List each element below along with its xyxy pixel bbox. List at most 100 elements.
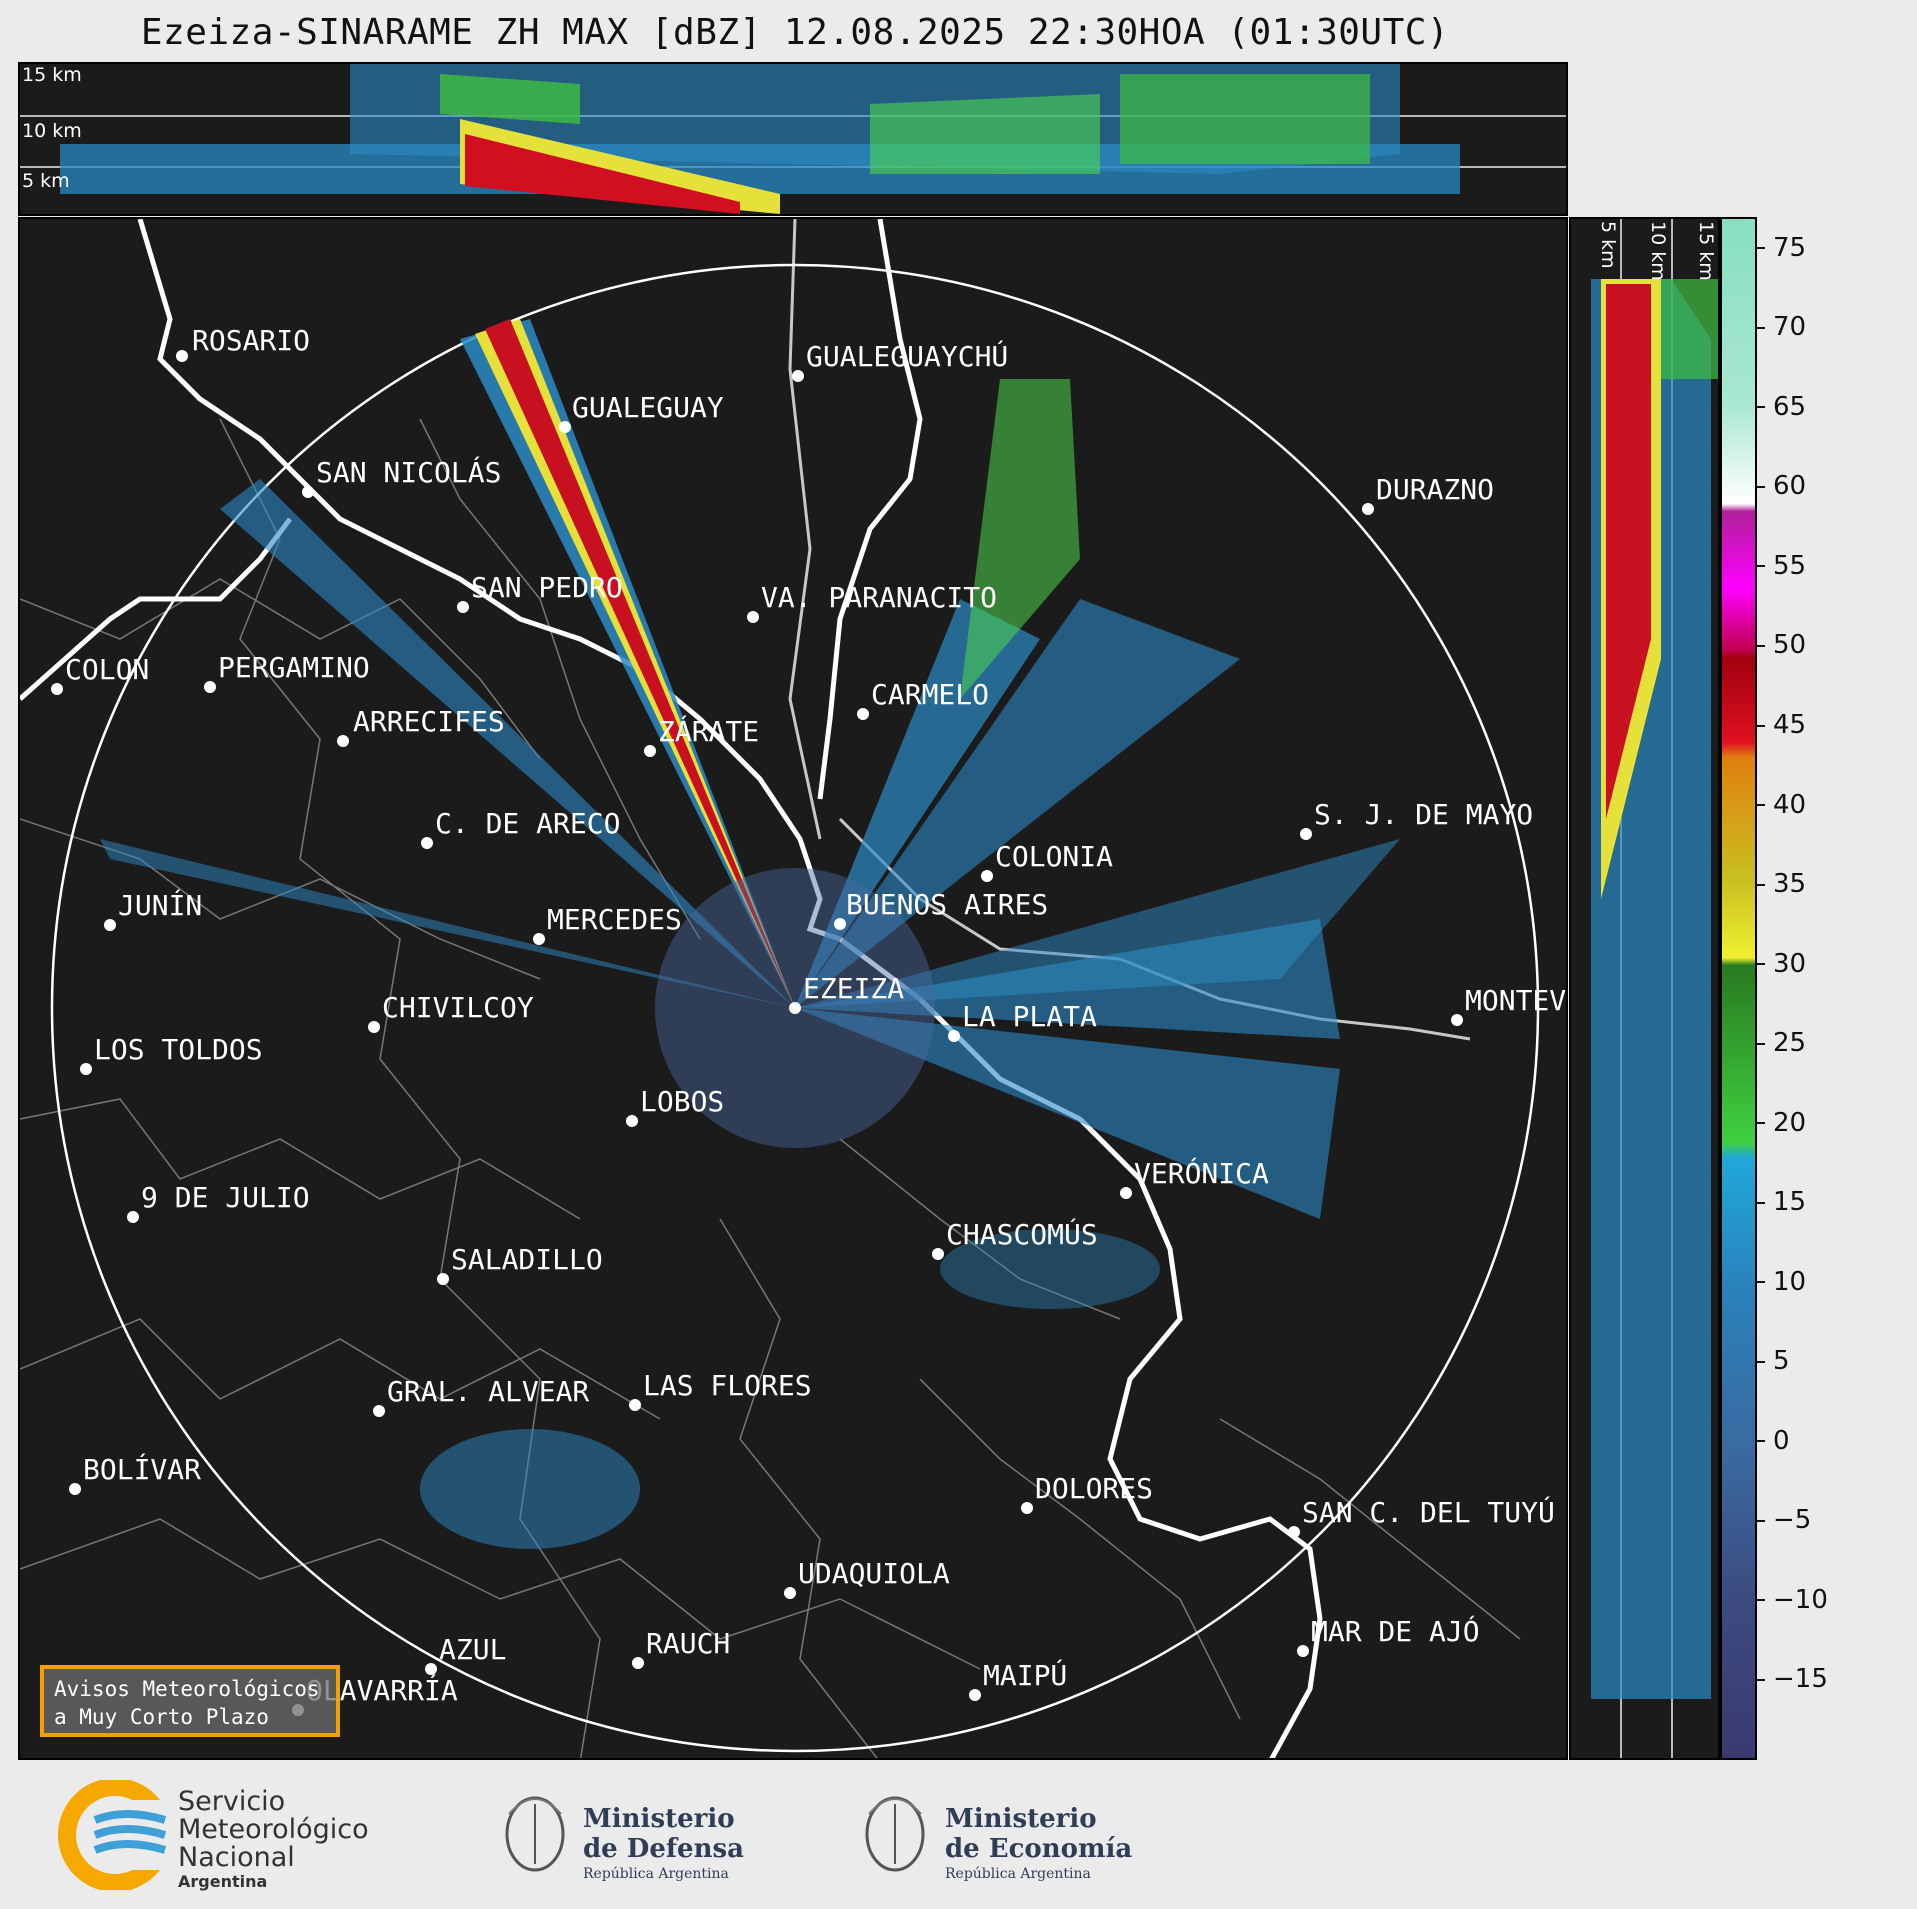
defensa-line-2: de Defensa: [583, 1834, 744, 1864]
city-label-colon: COLON: [65, 653, 149, 686]
colorbar-tick: 15: [1757, 1187, 1806, 1217]
radar-map-svg: ROSARIO GUALEGUAYCHÚ GUALEGUAY SAN NICOL…: [20, 219, 1568, 1758]
echo-green-c: [870, 94, 1100, 174]
colorbar-tick: 0: [1757, 1426, 1790, 1456]
city-label-arrecifes: ARRECIFES: [353, 705, 505, 738]
colorbar-tick: 10: [1757, 1267, 1806, 1297]
department-borders: [20, 418, 1521, 1758]
colorbar-tick: −10: [1757, 1585, 1828, 1615]
alt-label-10km: 10 km: [22, 120, 82, 142]
city-label-san-c-del-tuyu: SAN C. DEL TUYÚ: [1302, 1495, 1555, 1529]
city-label-gualeguaychu: GUALEGUAYCHÚ: [806, 339, 1008, 373]
colorbar-tick: 65: [1757, 392, 1806, 422]
smn-line-2: Meteorológico: [178, 1814, 369, 1845]
colorbar-tick: 50: [1757, 630, 1806, 660]
city-label-mar-de-ajo: MAR DE AJÓ: [1311, 1614, 1480, 1648]
city-label-ezeiza: EZEIZA: [803, 972, 904, 1005]
radar-echoes: [100, 319, 1400, 1549]
city-label-junin: JUNÍN: [118, 888, 202, 922]
city-label-dolores: DOLORES: [1035, 1472, 1153, 1505]
colorbar-tick: 75: [1757, 233, 1806, 263]
city-label-los-toldos: LOS TOLDOS: [94, 1033, 263, 1066]
city-label-durazno: DURAZNO: [1376, 473, 1494, 506]
colorbar-tick: 35: [1757, 869, 1806, 899]
city-label-veronica: VERÓNICA: [1134, 1156, 1269, 1190]
colorbar: [1720, 217, 1757, 1760]
city-label-c-de-areco: C. DE ARECO: [435, 807, 620, 840]
smn-logo-icon: [58, 1780, 175, 1890]
economia-line-2: de Economía: [945, 1834, 1133, 1864]
smn-line-1: Servicio: [178, 1786, 286, 1817]
city-label-rosario: ROSARIO: [192, 324, 310, 357]
colorbar-tick: 60: [1757, 471, 1806, 501]
colorbar-gradient: [1722, 219, 1755, 1758]
city-label-lobos: LOBOS: [640, 1085, 724, 1118]
city-label-las-flores: LAS FLORES: [643, 1369, 812, 1402]
city-label-la-plata: LA PLATA: [962, 1000, 1097, 1033]
smn-line-4: Argentina: [178, 1872, 268, 1891]
alt-label-10km-vertical: 10 km: [1647, 221, 1669, 281]
city-label-rauch: RAUCH: [646, 1627, 730, 1660]
city-markers: [51, 350, 1463, 1716]
echo-green-a: [440, 74, 580, 124]
city-label-colonia: COLONIA: [995, 840, 1113, 873]
economia-line-3: República Argentina: [945, 1866, 1091, 1882]
city-label-saladillo: SALADILLO: [451, 1243, 603, 1276]
avisos-line-1: Avisos Meteorológicos: [54, 1677, 320, 1701]
alt-label-15km: 15 km: [22, 64, 82, 86]
city-label-va-paranacito: VA. PARANACITO: [761, 581, 997, 614]
colorbar-tick: −15: [1757, 1664, 1828, 1694]
city-label-san-nicolas: SAN NICOLÁS: [316, 455, 501, 489]
chart-title: Ezeiza-SINARAME ZH MAX [dBZ] 12.08.2025 …: [140, 12, 1450, 53]
city-label-9-de-julio: 9 DE JULIO: [141, 1181, 310, 1214]
echo-green-b: [1120, 74, 1370, 164]
city-label-gualeguay: GUALEGUAY: [572, 391, 724, 424]
footer: Servicio Meteorológico Nacional Argentin…: [0, 1762, 1917, 1909]
city-label-bolivar: BOLÍVAR: [83, 1452, 201, 1486]
colorbar-tick: 20: [1757, 1108, 1806, 1138]
top-cross-section-plot: [20, 64, 1566, 214]
colorbar-tick: 30: [1757, 949, 1806, 979]
colorbar-tick: 45: [1757, 710, 1806, 740]
city-label-montevideo: MONTEVIDEO: [1465, 984, 1568, 1017]
top-cross-section: 15 km 10 km 5 km: [18, 62, 1568, 216]
defensa-line-3: República Argentina: [583, 1866, 729, 1882]
city-labels: ROSARIO GUALEGUAYCHÚ GUALEGUAY SAN NICOL…: [65, 324, 1568, 1707]
city-label-pergamino: PERGAMINO: [218, 651, 370, 684]
echo-red: [465, 134, 740, 214]
city-label-buenos-aires: BUENOS AIRES: [846, 888, 1048, 921]
colorbar-tick: 55: [1757, 551, 1806, 581]
colorbar-ticks: 75 70 65 60 55 50 45 40 35 30 25 20 15 10 5 0 −5 −10 −15: [1757, 217, 1907, 1760]
echo-green-vertical: [1661, 279, 1718, 379]
right-cross-section: 5 km 10 km 15 km: [1569, 217, 1720, 1760]
city-label-carmelo: CARMELO: [871, 678, 989, 711]
defensa-line-1: Ministerio: [583, 1804, 735, 1834]
avisos-line-2: a Muy Corto Plazo: [54, 1705, 269, 1729]
city-label-azul: AZUL: [439, 1633, 506, 1666]
escudo-economia-icon: [865, 1796, 925, 1872]
colorbar-tick: 25: [1757, 1028, 1806, 1058]
city-label-chivilcoy: CHIVILCOY: [382, 991, 534, 1024]
smn-line-3: Nacional: [178, 1842, 295, 1873]
right-cross-section-plot: [1591, 219, 1718, 1758]
city-label-chascomus: CHASCOMÚS: [946, 1217, 1098, 1251]
city-label-udaquiola: UDAQUIOLA: [798, 1557, 950, 1590]
colorbar-tick: 5: [1757, 1346, 1790, 1376]
colorbar-tick: −5: [1757, 1505, 1811, 1535]
alt-label-15km-vertical: 15 km: [1695, 221, 1717, 281]
avisos-badge[interactable]: Avisos Meteorológicos a Muy Corto Plazo: [40, 1665, 340, 1737]
city-label-maipu: MAIPÚ: [983, 1658, 1067, 1692]
alt-label-5km-vertical: 5 km: [1597, 221, 1619, 269]
range-ring: [50, 263, 1540, 1753]
city-label-zarate: ZÁRATE: [658, 714, 759, 748]
colorbar-tick: 70: [1757, 312, 1806, 342]
radar-map: ROSARIO GUALEGUAYCHÚ GUALEGUAY SAN NICOL…: [18, 217, 1568, 1760]
economia-line-1: Ministerio: [945, 1804, 1097, 1834]
alt-label-5km: 5 km: [22, 170, 70, 192]
colorbar-tick: 40: [1757, 790, 1806, 820]
echo-red-vertical: [1606, 284, 1651, 819]
city-label-s-j-de-mayo: S. J. DE MAYO: [1314, 798, 1533, 831]
city-label-mercedes: MERCEDES: [547, 903, 682, 936]
city-label-san-pedro: SAN PEDRO: [471, 571, 623, 604]
escudo-defensa-icon: [505, 1796, 565, 1872]
